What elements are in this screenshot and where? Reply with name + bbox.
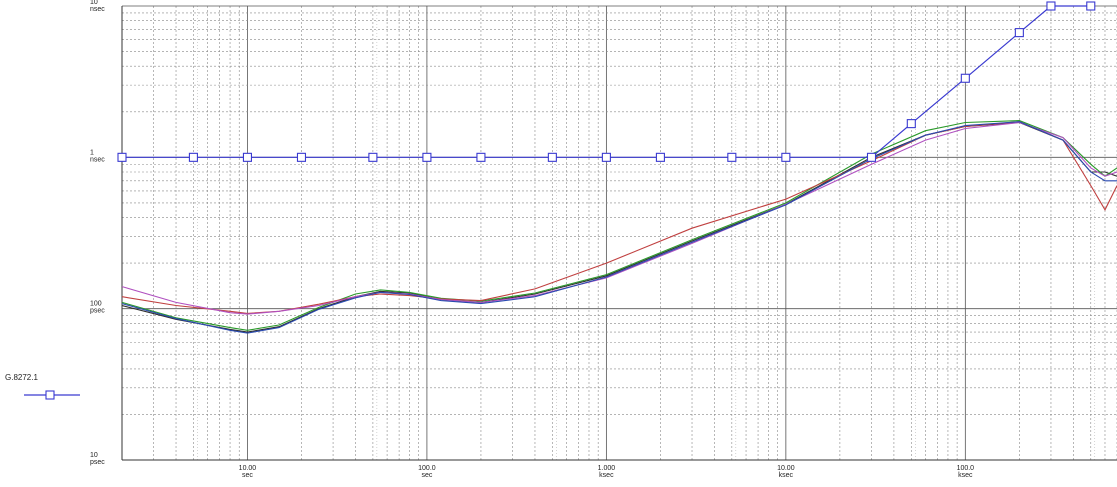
series-group (117, 1, 1117, 334)
axes (121, 6, 1117, 461)
series-line-2 (122, 121, 1117, 333)
data-point-marker (1046, 1, 1056, 11)
legend-marker (45, 390, 55, 400)
data-point-marker (906, 119, 916, 129)
data-point-marker (296, 152, 307, 162)
data-point-marker (1086, 1, 1096, 11)
data-point-marker (1014, 28, 1024, 38)
data-point-marker (601, 152, 611, 162)
y-tick-label: 1 nsec (90, 149, 105, 163)
y-tick-label: 10 nsec (90, 0, 105, 13)
legend-label: G.8272.1 (5, 373, 38, 382)
data-point-marker (368, 152, 378, 162)
data-point-marker (422, 152, 432, 162)
data-point-marker (727, 152, 737, 162)
data-point-marker (547, 152, 557, 162)
x-tick-label: 10.00 sec (239, 465, 257, 479)
tick-labels: 10.00 sec 100.0 sec 1.000 ksec 10.00 ksec 100.0 k… (90, 0, 974, 479)
x-tick-label: 100.0 ksec (957, 465, 975, 479)
data-point-marker (476, 152, 486, 162)
series-line-1 (122, 5, 1091, 158)
data-point-marker (242, 152, 252, 162)
data-point-marker (117, 152, 127, 162)
x-tick-label: 1.000 ksec (598, 465, 616, 479)
series-line-5 (122, 121, 1117, 315)
grid (121, 5, 1117, 461)
y-tick-label: 10 psec (90, 452, 105, 466)
legend: G.8272.1 (5, 373, 80, 400)
y-tick-label: 100 psec (90, 301, 105, 315)
series-line-6 (122, 121, 1117, 334)
x-tick-label: 100.0 sec (418, 465, 436, 479)
data-point-marker (655, 152, 665, 162)
data-point-marker (866, 152, 877, 162)
series-line-3 (122, 120, 1117, 331)
data-point-marker (188, 152, 198, 162)
x-tick-label: 10.00 ksec (777, 465, 795, 479)
data-point-marker (781, 152, 791, 162)
data-point-marker (960, 73, 970, 83)
